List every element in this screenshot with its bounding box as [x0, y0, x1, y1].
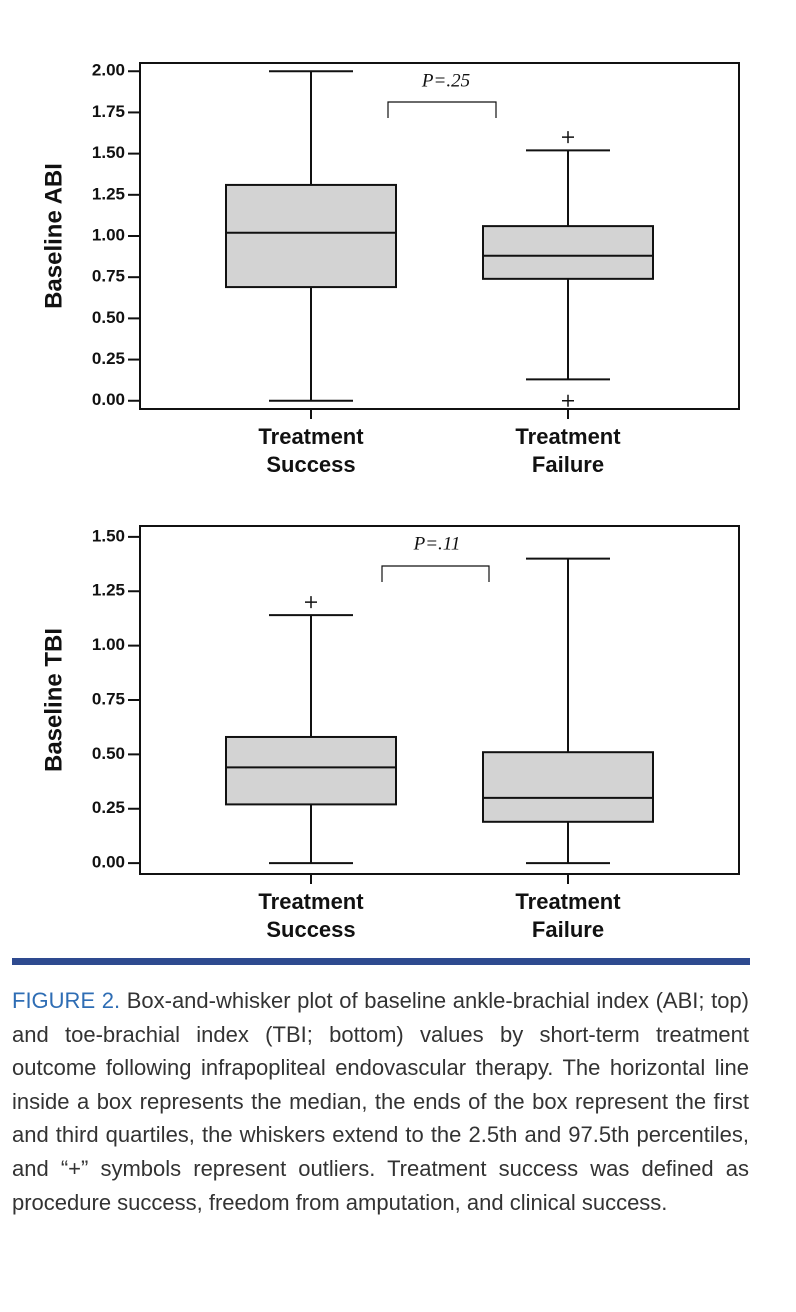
y-axis-label: Baseline ABI: [40, 163, 67, 309]
outlier: [305, 596, 317, 609]
box: [482, 751, 654, 823]
x-tick-label: Treatment Failure: [515, 889, 621, 942]
y-tick-label: 1.50: [92, 143, 125, 162]
caption: FIGURE 2. Box-and-whisker plot of baseli…: [12, 984, 749, 1219]
outlier: [562, 394, 574, 407]
y-tick-label: 0.75: [92, 267, 125, 286]
box: [225, 735, 397, 806]
box: [225, 183, 397, 289]
y-tick-label: 0.00: [92, 853, 125, 872]
y-tick-label: 0.50: [92, 308, 125, 327]
y-tick-label: 0.00: [92, 390, 125, 409]
p-bracket: [381, 565, 490, 582]
p-value: P=.25: [421, 70, 470, 91]
y-tick-label: 1.75: [92, 102, 125, 121]
caption-text: Box-and-whisker plot of baseline ankle-b…: [12, 988, 749, 1215]
y-tick-label: 0.75: [92, 689, 125, 708]
y-tick-label: 0.25: [92, 798, 125, 817]
y-tick-label: 1.00: [92, 225, 125, 244]
charts: 0.00 0.25 0.50 0.75 1.00 1.25 1.50 1.75 2.00 Base…: [40, 61, 740, 884]
x-tick-label: Treatment Success: [258, 424, 364, 477]
y-tick-label: 0.50: [92, 744, 125, 763]
y-tick-label: 1.00: [92, 635, 125, 654]
outlier: [562, 131, 574, 144]
y-tick-label: 1.25: [92, 184, 125, 203]
p-bracket: [387, 101, 497, 118]
y-tick-label: 1.25: [92, 581, 125, 600]
x-tick-label: Treatment Failure: [515, 424, 621, 477]
y-tick-label: 2.00: [92, 61, 125, 80]
x-tick-label: Treatment Success: [258, 889, 364, 942]
caption-label: FIGURE 2.: [12, 988, 121, 1013]
y-axis-label: Baseline TBI: [40, 628, 67, 772]
y-tick-label: 1.50: [92, 526, 125, 545]
y-tick-label: 0.25: [92, 349, 125, 368]
caption-rule: [12, 958, 750, 965]
p-value: P=.11: [413, 533, 461, 554]
box: [482, 225, 654, 280]
